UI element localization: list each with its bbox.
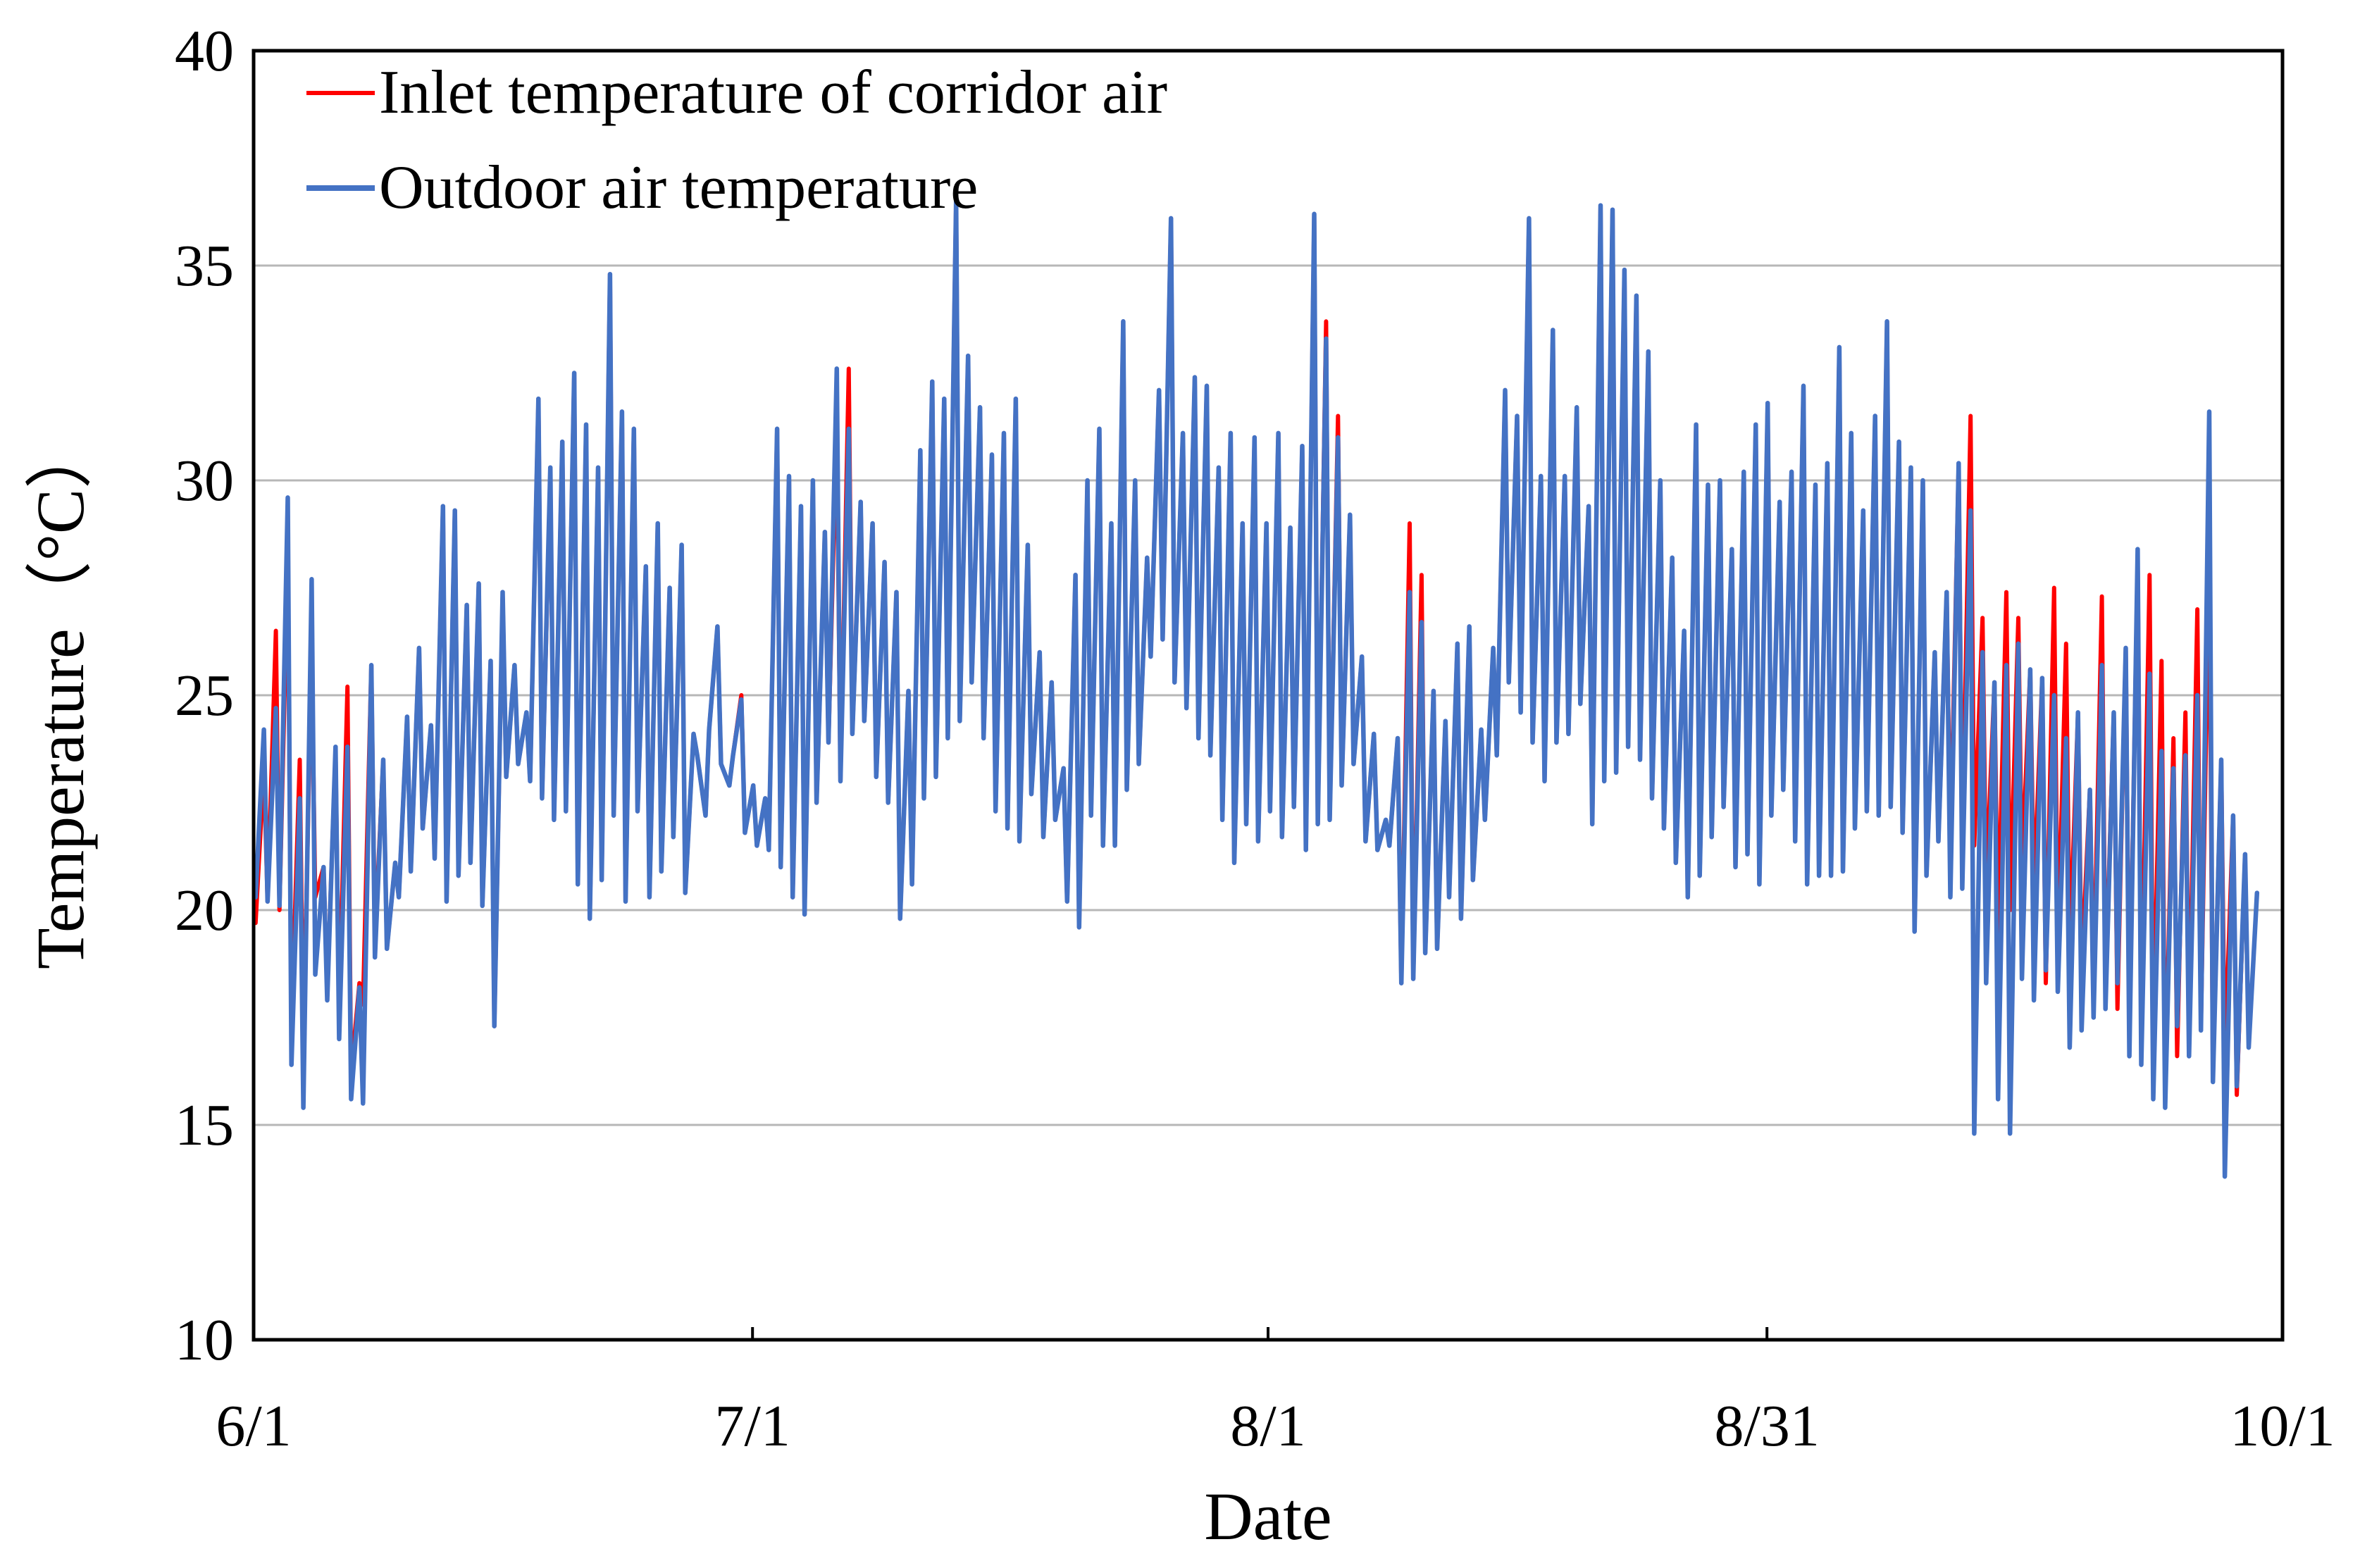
y-tick-label: 35 [175, 233, 234, 299]
x-tick-label: 7/1 [715, 1393, 790, 1459]
x-tick-label: 10/1 [2230, 1393, 2335, 1459]
legend-label-inlet: Inlet temperature of corridor air [379, 58, 1167, 127]
y-axis-title: Temperature（°C） [23, 421, 98, 969]
x-tick-label: 8/1 [1230, 1393, 1305, 1459]
y-tick-label: 25 [175, 663, 234, 728]
axes: 10 15 20 25 30 35 40 6/1 7/1 8/1 8/31 10/1 [175, 18, 2335, 1459]
x-tick-label: 6/1 [216, 1393, 291, 1459]
x-axis-title: Date [1204, 1479, 1331, 1554]
y-tick-label: 30 [175, 448, 234, 514]
y-tick-label: 10 [175, 1307, 234, 1373]
y-tick-label: 15 [175, 1093, 234, 1158]
series-line-outdoor-temperature [253, 199, 2260, 1179]
series-layer [253, 199, 2260, 1179]
y-tick-label: 20 [175, 878, 234, 943]
x-tick-label: 8/31 [1715, 1393, 1820, 1459]
y-tick-label: 40 [175, 18, 234, 84]
legend: Inlet temperature of corridor air Outdoo… [306, 58, 1167, 222]
legend-label-outdoor: Outdoor air temperature [379, 154, 978, 222]
